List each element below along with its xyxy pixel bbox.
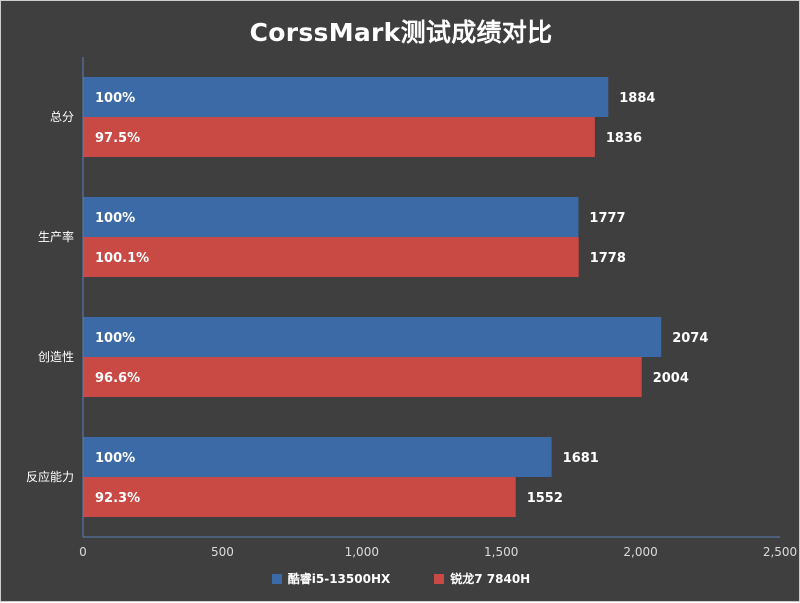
bar-value-label: 1777 (589, 211, 625, 226)
x-tick-label: 500 (211, 545, 234, 559)
bar-value-label: 2004 (653, 371, 689, 386)
legend-swatch-series-1 (271, 573, 282, 584)
bar-1-4 (83, 437, 552, 477)
legend: 酷睿i5-13500HX 锐龙7 7840H (1, 570, 800, 587)
category-label: 创造性 (38, 350, 74, 364)
bar-percent-label: 92.3% (95, 491, 140, 506)
legend-item-series-1: 酷睿i5-13500HX (271, 570, 391, 587)
legend-item-series-2: 锐龙7 7840H (434, 570, 530, 587)
category-label: 反应能力 (26, 469, 74, 484)
bar-value-label: 2074 (672, 331, 708, 346)
x-tick-label: 1,000 (345, 545, 379, 559)
bar-2-3 (83, 357, 642, 397)
bar-percent-label: 100.1% (95, 251, 149, 266)
chart-title: CorssMark测试成绩对比 (249, 18, 553, 47)
x-tick-label: 0 (79, 545, 87, 559)
bar-value-label: 1884 (619, 91, 655, 106)
bar-2-1 (83, 117, 595, 157)
bar-percent-label: 100% (95, 91, 135, 106)
bar-percent-label: 100% (95, 451, 135, 466)
category-label: 生产率 (38, 229, 74, 244)
bar-percent-label: 96.6% (95, 371, 140, 386)
bar-value-label: 1778 (590, 251, 626, 266)
x-tick-label: 1,500 (484, 545, 518, 559)
x-tick-label: 2,500 (763, 545, 797, 559)
bar-percent-label: 100% (95, 211, 135, 226)
bar-1-3 (83, 317, 662, 357)
x-tick-label: 2,000 (623, 545, 657, 559)
bar-value-label: 1681 (563, 451, 599, 466)
bar-1-1 (83, 77, 609, 117)
bar-2-4 (83, 477, 516, 517)
bar-1-2 (83, 197, 579, 237)
legend-swatch-series-2 (434, 573, 445, 584)
bar-value-label: 1836 (606, 131, 642, 146)
legend-label-series-2: 锐龙7 7840H (450, 572, 531, 586)
bar-percent-label: 97.5% (95, 131, 140, 146)
bar-percent-label: 100% (95, 331, 135, 346)
category-label: 总分 (50, 110, 74, 124)
legend-label-series-1: 酷睿i5-13500HX (287, 572, 391, 586)
bar-2-2 (83, 237, 579, 277)
bar-value-label: 1552 (527, 491, 563, 506)
